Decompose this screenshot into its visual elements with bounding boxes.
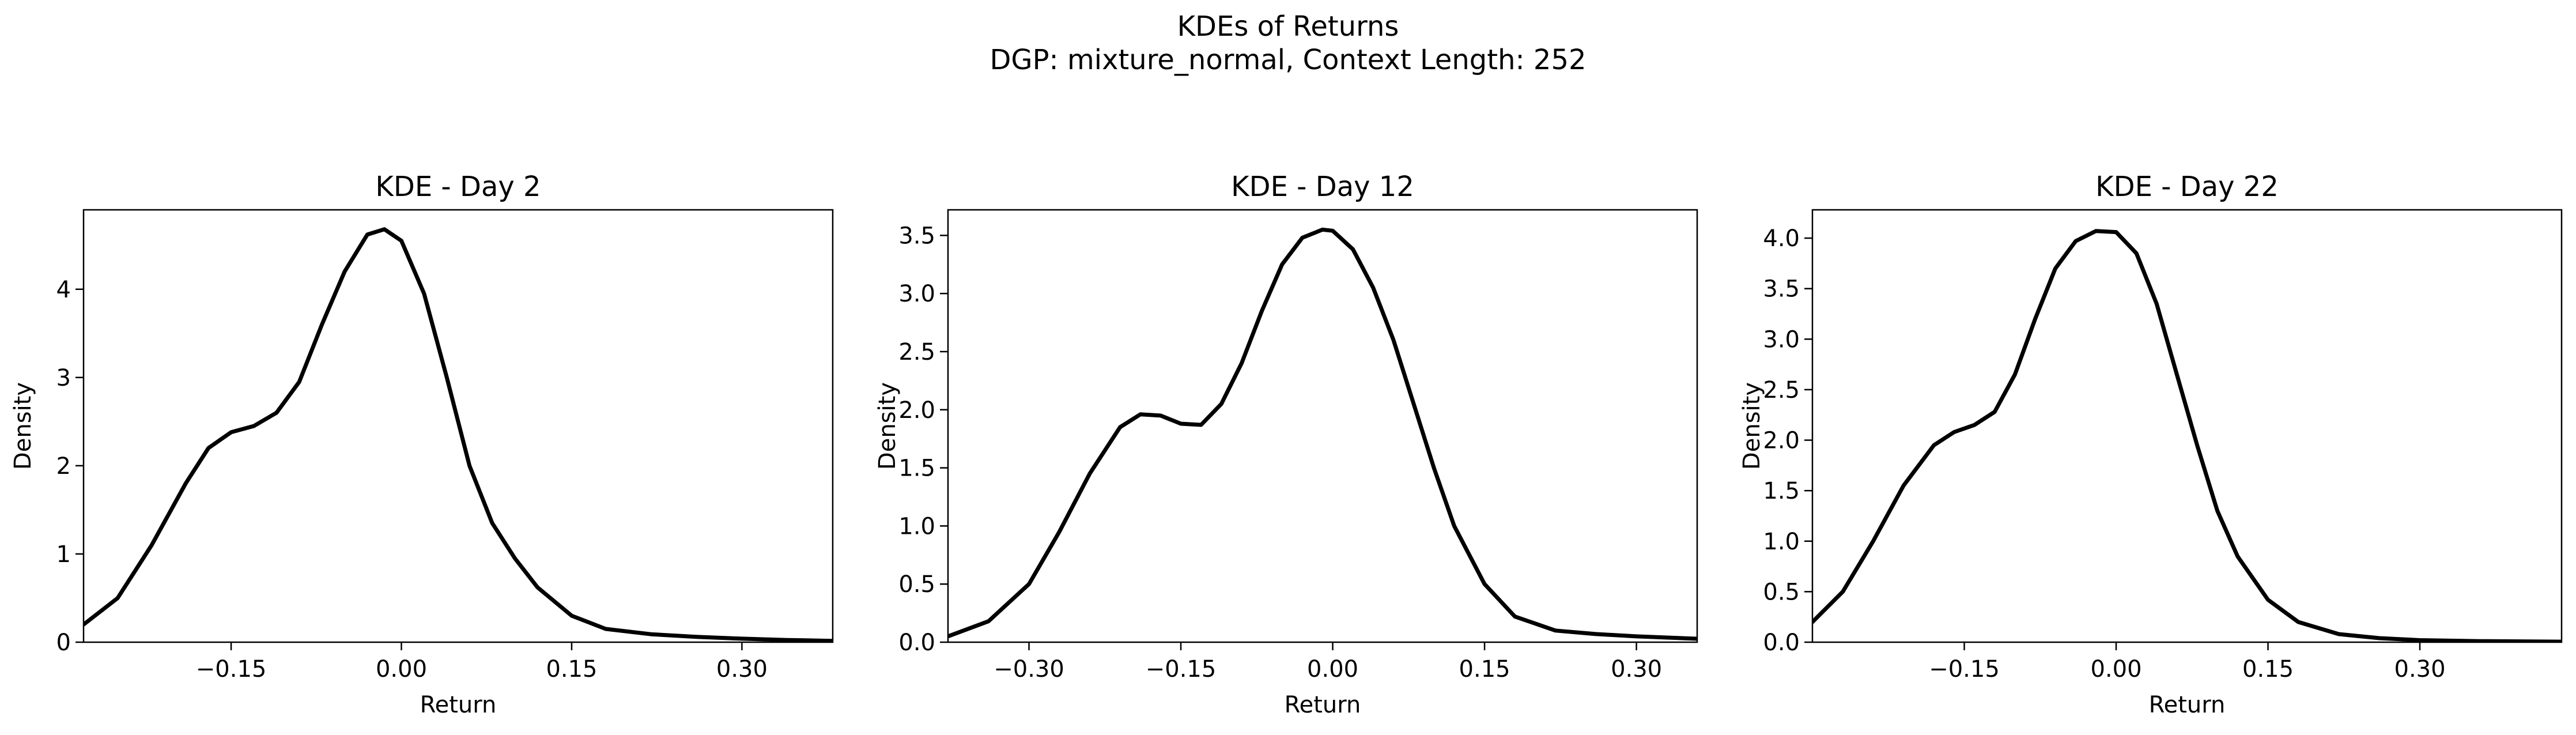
x-axis-label: Return — [1285, 692, 1361, 718]
y-tick-label: 0 — [56, 630, 71, 656]
x-tick-label: −0.15 — [1929, 656, 2000, 683]
y-tick-label: 2.5 — [898, 339, 935, 365]
y-tick-label: 3.0 — [1763, 326, 1800, 353]
x-tick-label: −0.15 — [196, 656, 267, 683]
subplot-title: KDE - Day 12 — [1231, 171, 1414, 203]
y-tick-label: 2.0 — [1763, 428, 1800, 454]
y-tick-label: 3.0 — [898, 281, 935, 307]
x-tick-label: 0.30 — [1611, 656, 1662, 683]
y-tick-label: 3.5 — [1763, 276, 1800, 303]
y-tick-label: 2.5 — [1763, 377, 1800, 404]
y-tick-label: 3 — [56, 365, 71, 391]
y-tick-label: 4 — [56, 277, 71, 303]
x-axis-label: Return — [2149, 692, 2226, 718]
subplot-day-2: −0.15 0.00 0.15 0.30 0 1 2 3 4 KDE - Day 2 Return D… — [10, 171, 834, 718]
axes-frame — [1811, 209, 2563, 643]
x-tick-label: 0.00 — [2090, 656, 2141, 683]
y-tick-label: 4.0 — [1763, 225, 1800, 252]
figure-subtitle: DGP: mixture_normal, Context Length: 252 — [989, 44, 1587, 76]
subplot-title: KDE - Day 2 — [375, 171, 541, 203]
subplot-day-12: −0.30 −0.15 0.00 0.15 0.30 0.0 0.5 1.0 1.5 2.0 2.5… — [874, 171, 1698, 718]
y-tick-label: 1.5 — [898, 455, 935, 482]
y-axis-label: Density — [1739, 382, 1765, 470]
figure-title: KDEs of Returns — [1177, 10, 1399, 43]
kde-line-series-0 — [84, 227, 833, 642]
subplot-title: KDE - Day 22 — [2095, 171, 2279, 203]
x-tick-label: 0.00 — [376, 656, 427, 683]
y-tick-label: 1.0 — [1763, 529, 1800, 555]
y-tick-label: 3.5 — [898, 223, 935, 249]
axes-frame — [947, 209, 1698, 643]
x-tick-label: 0.30 — [716, 656, 768, 683]
y-tick-label: 0.0 — [898, 630, 935, 656]
x-tick-label: 0.15 — [546, 656, 597, 683]
y-tick-label: 1.5 — [1763, 478, 1800, 504]
x-tick-label: 0.15 — [2242, 656, 2294, 683]
x-tick-label: 0.30 — [2394, 656, 2446, 683]
y-tick-label: 2.0 — [898, 397, 935, 424]
kde-line-series-0 — [1812, 229, 2562, 642]
y-axis-label: Density — [874, 382, 901, 470]
y-tick-label: 0.0 — [1763, 630, 1800, 656]
kde-line-series-0 — [948, 227, 1697, 641]
x-tick-label: 0.15 — [1459, 656, 1510, 683]
x-tick-label: −0.15 — [1146, 656, 1217, 683]
x-axis-label: Return — [420, 692, 497, 718]
y-tick-label: 0.5 — [1763, 579, 1800, 605]
y-axis-label: Density — [10, 382, 36, 470]
axes-frame — [82, 209, 834, 643]
y-tick-label: 0.5 — [898, 571, 935, 598]
y-tick-label: 1.0 — [898, 513, 935, 540]
x-tick-label: −0.30 — [994, 656, 1064, 683]
y-tick-label: 1 — [56, 541, 71, 568]
subplot-day-22: −0.15 0.00 0.15 0.30 0.0 0.5 1.0 1.5 2.0 2.5 3.0 3.… — [1739, 171, 2563, 718]
x-tick-label: 0.00 — [1307, 656, 1358, 683]
y-tick-label: 2 — [56, 453, 71, 480]
